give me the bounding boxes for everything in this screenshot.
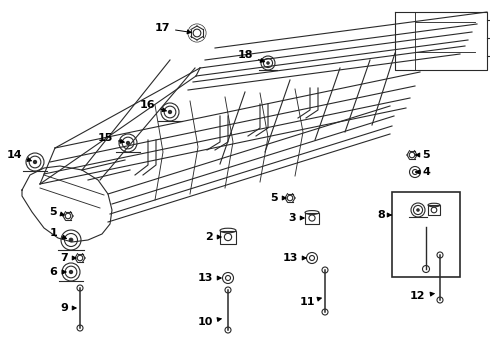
Text: 2: 2	[205, 232, 221, 242]
Text: 4: 4	[416, 167, 430, 177]
Circle shape	[69, 238, 73, 242]
Text: 5: 5	[49, 207, 64, 217]
Text: 7: 7	[60, 253, 76, 263]
Bar	[220, 230, 236, 243]
Text: 14: 14	[6, 150, 31, 161]
Text: 6: 6	[49, 267, 66, 277]
Text: 15: 15	[98, 133, 124, 143]
Text: 10: 10	[197, 317, 221, 327]
Circle shape	[126, 141, 129, 145]
Text: 8: 8	[377, 210, 391, 220]
Bar	[428, 205, 440, 215]
Circle shape	[169, 111, 171, 114]
Text: 17: 17	[154, 23, 191, 34]
Text: 11: 11	[299, 297, 321, 307]
Text: 13: 13	[197, 273, 221, 283]
Bar	[305, 212, 319, 224]
Text: 5: 5	[416, 150, 430, 160]
Text: 18: 18	[238, 50, 264, 62]
Text: 1: 1	[49, 228, 67, 239]
Text: 12: 12	[410, 291, 434, 301]
Circle shape	[33, 161, 37, 163]
Text: 3: 3	[289, 213, 304, 223]
Text: 5: 5	[270, 193, 286, 203]
Circle shape	[70, 270, 73, 274]
Circle shape	[267, 62, 269, 64]
Bar	[392, 192, 460, 277]
Text: 13: 13	[283, 253, 306, 263]
Circle shape	[417, 209, 419, 211]
Text: 16: 16	[139, 100, 166, 112]
Text: 9: 9	[60, 303, 76, 313]
